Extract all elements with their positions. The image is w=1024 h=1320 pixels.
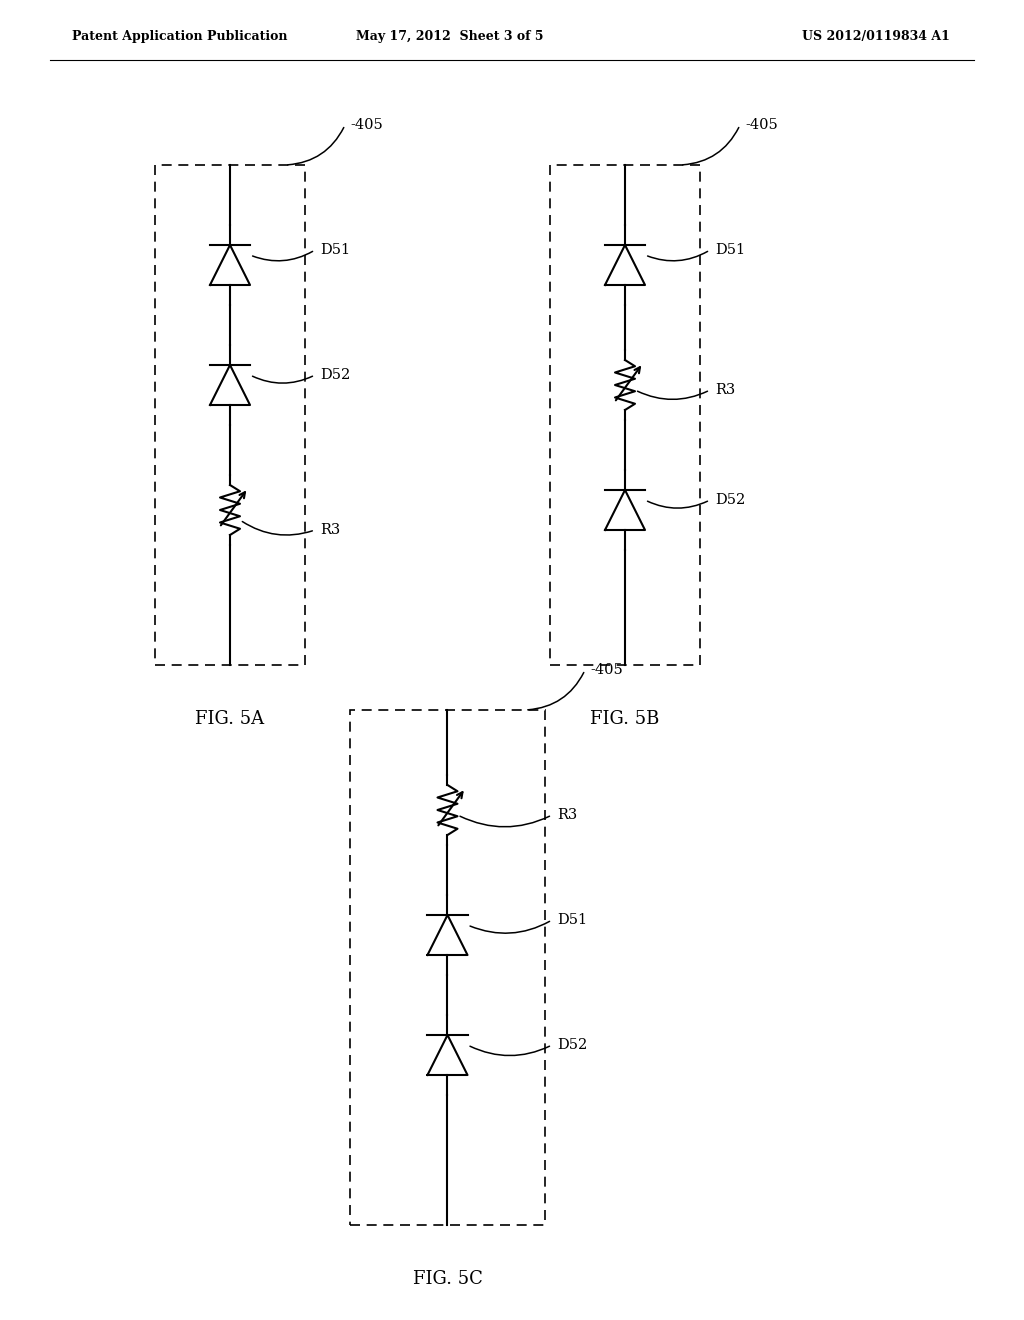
Bar [350, 710, 545, 1225]
Text: R3: R3 [319, 523, 340, 537]
Text: D51: D51 [715, 243, 745, 257]
Text: D51: D51 [557, 913, 587, 927]
Bar [550, 165, 700, 665]
Text: D51: D51 [319, 243, 350, 257]
Text: May 17, 2012  Sheet 3 of 5: May 17, 2012 Sheet 3 of 5 [356, 30, 544, 44]
Text: FIG. 5C: FIG. 5C [413, 1270, 482, 1288]
Bar [155, 165, 305, 665]
Text: FIG. 5A: FIG. 5A [196, 710, 264, 729]
Text: -405: -405 [350, 117, 383, 132]
Text: -405: -405 [590, 663, 623, 677]
Text: R3: R3 [557, 808, 578, 822]
Text: FIG. 5B: FIG. 5B [590, 710, 659, 729]
Text: D52: D52 [557, 1038, 587, 1052]
Text: Patent Application Publication: Patent Application Publication [72, 30, 288, 44]
Text: R3: R3 [715, 383, 735, 397]
Text: D52: D52 [715, 492, 745, 507]
Text: D52: D52 [319, 368, 350, 381]
Text: -405: -405 [745, 117, 778, 132]
Text: US 2012/0119834 A1: US 2012/0119834 A1 [802, 30, 950, 44]
